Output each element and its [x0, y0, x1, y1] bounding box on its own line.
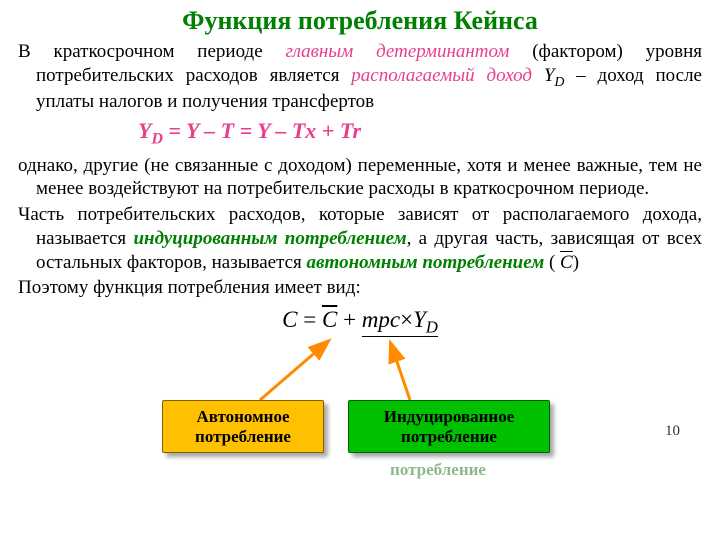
callout-induced-shadow-text: потребление	[348, 460, 528, 480]
equation-consumption: C = C + mpc×YD	[18, 306, 702, 338]
p1-text-a: В краткосрочном периоде	[18, 41, 285, 62]
paragraph-2: однако, другие (не связанные с доходом) …	[36, 154, 702, 202]
eq-yd-rest: = Y – T = Y – Tx + Tr	[163, 118, 361, 143]
callout-induced: Индуцированное потребление	[348, 400, 550, 453]
eq-times: ×	[400, 307, 413, 332]
callout-region: Автономное потребление Индуцированное по…	[0, 338, 720, 488]
eq-induced-term: mpc×YD	[362, 307, 438, 337]
p3-cbar: C	[560, 252, 573, 273]
paragraph-4: Поэтому функция потребления имеет вид:	[18, 276, 702, 300]
p1-highlight-1: главным детерминантом	[285, 41, 509, 62]
eq-mpc: mpc	[362, 307, 400, 332]
yd-y: Y	[544, 65, 555, 86]
eq-c: C	[282, 307, 297, 332]
equation-yd: YD = Y – T = Y – Tx + Tr	[138, 117, 702, 149]
p3-term-2: автономным потреблением	[307, 252, 545, 273]
eq-y: Y	[413, 307, 426, 332]
eq-plus: +	[337, 307, 361, 332]
paragraph-3: Часть потребительских расходов, которые …	[36, 203, 702, 274]
p1-highlight-2: располагаемый доход	[351, 65, 532, 86]
yd-var: YD	[544, 65, 564, 86]
eq-equals: =	[297, 307, 321, 332]
eq-yd-d: D	[151, 131, 162, 148]
body-content: В краткосрочном периоде главным детермин…	[0, 40, 720, 338]
eq-yd-y: Y	[138, 118, 151, 143]
p3-term-1: индуцированным потреблением	[133, 228, 406, 249]
eq-ysub: D	[426, 318, 438, 337]
paragraph-1: В краткосрочном периоде главным детермин…	[36, 40, 702, 113]
callout-autonomous: Автономное потребление	[162, 400, 324, 453]
slide-title: Функция потребления Кейнса	[0, 6, 720, 36]
yd-d: D	[554, 74, 564, 89]
page-number: 10	[665, 423, 680, 440]
p3-e: (	[544, 252, 560, 273]
eq-cbar: C	[322, 307, 337, 332]
p3-f: )	[573, 252, 579, 273]
